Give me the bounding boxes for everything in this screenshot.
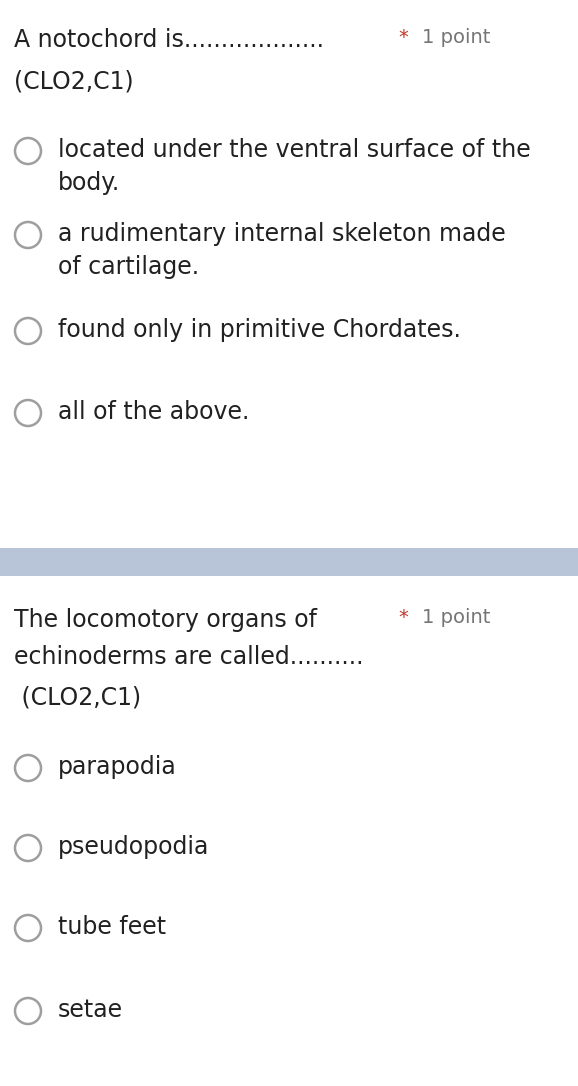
Text: *: * [398, 608, 408, 627]
Text: found only in primitive Chordates.: found only in primitive Chordates. [58, 318, 461, 342]
Circle shape [15, 998, 41, 1024]
Text: 1 point: 1 point [422, 608, 490, 627]
Text: parapodia: parapodia [58, 755, 177, 779]
Circle shape [15, 138, 41, 164]
Text: *: * [398, 28, 408, 47]
Text: tube feet: tube feet [58, 915, 166, 939]
Text: all of the above.: all of the above. [58, 400, 249, 424]
Text: (CLO2,C1): (CLO2,C1) [14, 70, 134, 94]
Circle shape [15, 222, 41, 248]
Text: echinoderms are called..........: echinoderms are called.......... [14, 645, 364, 669]
Circle shape [15, 400, 41, 426]
Text: The locomotory organs of: The locomotory organs of [14, 608, 317, 632]
Text: 1 point: 1 point [422, 28, 490, 47]
Text: located under the ventral surface of the
body.: located under the ventral surface of the… [58, 138, 531, 194]
Text: pseudopodia: pseudopodia [58, 835, 209, 859]
Text: A notochord is...................: A notochord is................... [14, 28, 324, 52]
Circle shape [15, 835, 41, 861]
Circle shape [15, 318, 41, 344]
Bar [0, 548, 578, 576]
Text: (CLO2,C1): (CLO2,C1) [14, 685, 141, 709]
Text: a rudimentary internal skeleton made
of cartilage.: a rudimentary internal skeleton made of … [58, 222, 506, 278]
Text: setae: setae [58, 998, 123, 1022]
Circle shape [15, 915, 41, 940]
Circle shape [15, 755, 41, 781]
